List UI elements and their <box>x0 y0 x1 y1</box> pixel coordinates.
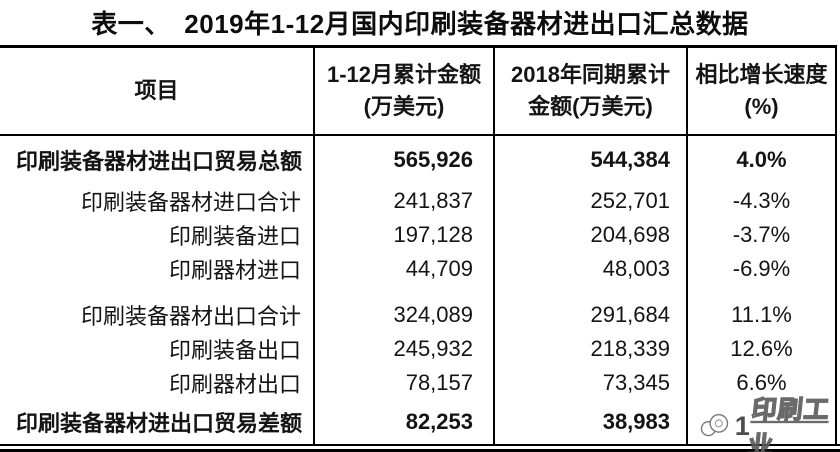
header-amount-2018-line2: 金额(万美元) <box>528 94 653 119</box>
amount-2019-cell: 197,128 <box>315 218 495 252</box>
amount-2019-cell: 565,926 <box>315 136 495 184</box>
page-title: 表一、 2019年1-12月国内印刷装备器材进出口汇总数据 <box>91 9 749 39</box>
amount-2018-cell: 544,384 <box>495 136 688 184</box>
amount-2019-cell: 82,253 <box>315 400 495 444</box>
item-cell: 印刷装备器材进出口贸易差额 <box>0 400 315 444</box>
header-growth-line1: 相比增长速度 <box>695 62 828 87</box>
header-cell-growth: 相比增长速度 (%) <box>688 48 837 136</box>
item-cell: 印刷装备进口 <box>0 218 315 252</box>
amount-2019-cell: 44,709 <box>315 252 495 286</box>
item-cell: 印刷装备出口 <box>0 332 315 366</box>
item-cell: 印刷装备器材进口合计 <box>0 184 315 218</box>
growth-cell: 12.6% <box>688 332 837 366</box>
amount-2018-cell: 291,684 <box>495 298 688 332</box>
amount-2018-cell: 218,339 <box>495 332 688 366</box>
growth-cell: 6.6% <box>688 366 837 400</box>
data-table: 项目 1-12月累计金额 (万美元) 2018年同期累计 金额(万美元) 相比增… <box>0 45 837 444</box>
amount-2018-cell: 204,698 <box>495 218 688 252</box>
amount-2018-cell: 73,345 <box>495 366 688 400</box>
growth-cell <box>688 400 837 444</box>
amount-2019-cell: 245,932 <box>315 332 495 366</box>
growth-cell: -4.3% <box>688 184 837 218</box>
growth-cell: 11.1% <box>688 298 837 332</box>
header-cell-item: 项目 <box>0 48 315 136</box>
spacer-cell <box>495 286 688 298</box>
growth-cell: -6.9% <box>688 252 837 286</box>
growth-cell: -3.7% <box>688 218 837 252</box>
spacer-cell <box>0 286 315 298</box>
amount-2019-cell: 241,837 <box>315 184 495 218</box>
header-cell-amount-2018: 2018年同期累计 金额(万美元) <box>495 48 688 136</box>
amount-2019-cell: 78,157 <box>315 366 495 400</box>
amount-2018-cell: 48,003 <box>495 252 688 286</box>
header-amount-2018-line1: 2018年同期累计 <box>511 62 670 87</box>
spacer-cell <box>688 286 837 298</box>
amount-2018-cell: 252,701 <box>495 184 688 218</box>
header-item-line1: 项目 <box>134 78 179 103</box>
header-amount-2019-line2: (万美元) <box>363 94 445 119</box>
table-bottom-double-rule <box>0 444 840 452</box>
item-cell: 印刷装备器材出口合计 <box>0 298 315 332</box>
header-amount-2019-line1: 1-12月累计金额 <box>326 62 482 87</box>
header-growth-line2: (%) <box>744 94 779 119</box>
spacer-cell <box>315 286 495 298</box>
item-cell: 印刷装备器材进出口贸易总额 <box>0 136 315 184</box>
item-cell: 印刷器材进口 <box>0 252 315 286</box>
amount-2019-cell: 324,089 <box>315 298 495 332</box>
header-cell-amount-2019: 1-12月累计金额 (万美元) <box>315 48 495 136</box>
item-cell: 印刷器材出口 <box>0 366 315 400</box>
amount-2018-cell: 38,983 <box>495 400 688 444</box>
growth-cell: 4.0% <box>688 136 837 184</box>
